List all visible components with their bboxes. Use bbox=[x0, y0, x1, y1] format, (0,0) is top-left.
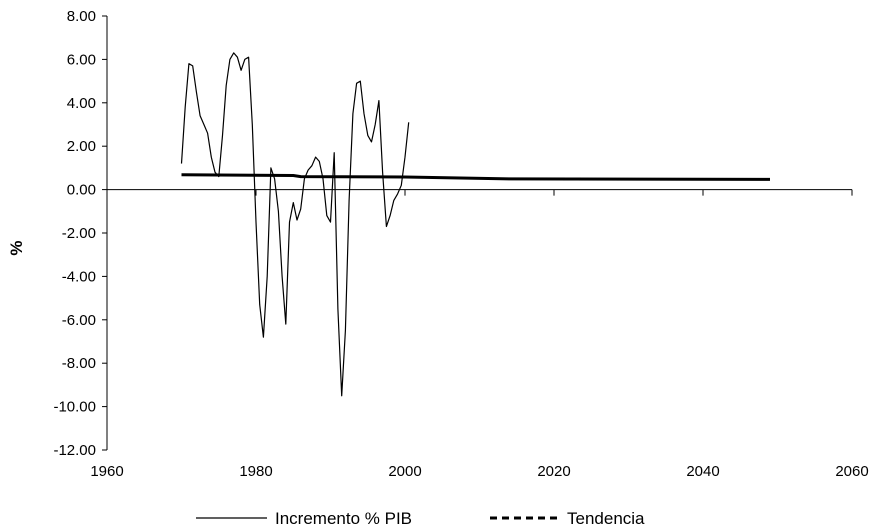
series-line-incremento bbox=[180, 52, 410, 397]
x-tick-label: 2020 bbox=[537, 463, 570, 480]
x-tick-label: 2060 bbox=[835, 463, 868, 480]
legend-label-tendencia: Tendencia bbox=[567, 509, 645, 528]
y-tick-label: -12.00 bbox=[53, 442, 96, 459]
x-tick-label: 1980 bbox=[239, 463, 272, 480]
y-axis-title-group: % bbox=[7, 240, 26, 255]
series-layer bbox=[180, 52, 771, 397]
x-tick-label: 2040 bbox=[686, 463, 719, 480]
y-axis-title: % bbox=[7, 240, 26, 255]
y-tick-label: -2.00 bbox=[62, 225, 96, 242]
y-tick-label: -10.00 bbox=[53, 399, 96, 416]
y-tick-label: 8.00 bbox=[67, 8, 96, 25]
y-tick-label: 2.00 bbox=[67, 138, 96, 155]
y-tick-label: 0.00 bbox=[67, 182, 96, 199]
y-tick-label: -4.00 bbox=[62, 268, 96, 285]
series-line-tendencia bbox=[181, 173, 771, 181]
legend-label-incremento: Incremento % PIB bbox=[275, 509, 412, 528]
x-tick-label: 1960 bbox=[90, 463, 123, 480]
x-tick-label: 2000 bbox=[388, 463, 421, 480]
axes: 8.00 6.00 4.00 2.00 0.00 -2.00 -4.00 -6.00 -8.00… bbox=[53, 8, 868, 480]
y-tick-label: 4.00 bbox=[67, 95, 96, 112]
y-tick-label: -6.00 bbox=[62, 312, 96, 329]
y-tick-label: 6.00 bbox=[67, 51, 96, 68]
y-tick-label: -8.00 bbox=[62, 355, 96, 372]
legend: Incremento % PIB Tendencia bbox=[196, 509, 645, 528]
